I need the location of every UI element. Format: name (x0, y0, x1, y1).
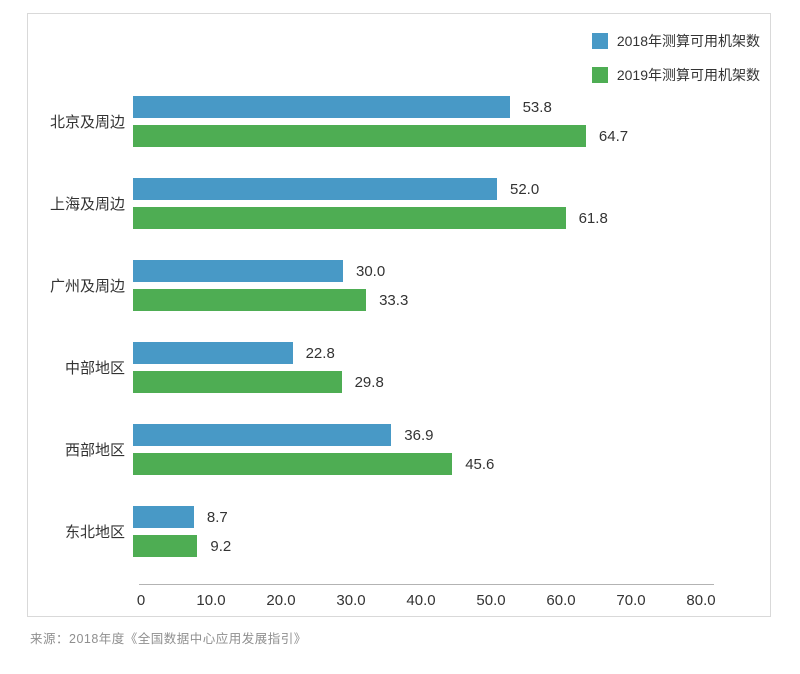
bar-2019 (133, 125, 586, 147)
bar-pair: 53.8 64.7 (133, 96, 628, 147)
bar-2019 (133, 289, 367, 311)
legend-label: 2019年测算可用机架数 (616, 67, 760, 83)
bar-group-row: 上海及周边 52.0 61.8 (28, 178, 770, 260)
category-label: 广州及周边 (49, 278, 125, 295)
bar-2018 (133, 342, 293, 364)
bar-pair: 8.7 9.2 (133, 506, 231, 557)
x-axis-ticks: 0 10.0 20.0 30.0 40.0 50.0 60.0 70.0 80.0 (137, 592, 716, 612)
x-tick-label: 10.0 (196, 592, 226, 609)
x-tick-label: 30.0 (336, 592, 366, 609)
bar-group-row: 广州及周边 30.0 33.3 (28, 260, 770, 342)
legend: 2018年测算可用机架数 2019年测算可用机架数 (591, 31, 760, 85)
value-label: 52.0 (510, 180, 540, 198)
value-label: 36.9 (404, 426, 434, 444)
bar-row: 22.8 (133, 342, 384, 364)
bar-pair: 52.0 61.8 (133, 178, 608, 229)
legend-label: 2018年测算可用机架数 (616, 33, 760, 49)
bar-row: 8.7 (133, 506, 231, 528)
bar-row: 53.8 (133, 96, 628, 118)
value-label: 22.8 (305, 344, 335, 362)
bar-row: 36.9 (133, 424, 494, 446)
category-label: 西部地区 (64, 442, 125, 459)
category-label: 中部地区 (64, 360, 125, 377)
value-label: 30.0 (356, 262, 386, 280)
x-axis-line (139, 584, 714, 585)
bar-2019 (133, 453, 453, 475)
x-tick-label: 70.0 (616, 592, 646, 609)
value-label: 45.6 (465, 455, 495, 473)
value-label: 9.2 (210, 537, 232, 555)
bar-row: 30.0 (133, 260, 408, 282)
x-tick-label: 0 (136, 592, 146, 609)
bar-groups: 北京及周边 53.8 64.7 上海及周边 52.0 61.8 广州及周边 30.0 33.3 中… (28, 96, 770, 588)
legend-swatch-icon (591, 67, 608, 83)
value-label: 53.8 (522, 98, 552, 116)
x-tick-label: 40.0 (406, 592, 436, 609)
x-tick-label: 50.0 (476, 592, 506, 609)
bar-row: 61.8 (133, 207, 608, 229)
bar-2019 (133, 535, 198, 557)
legend-item-2019: 2019年测算可用机架数 (591, 65, 760, 85)
x-tick-label: 80.0 (686, 592, 716, 609)
value-label: 61.8 (578, 209, 608, 227)
bar-2018 (133, 506, 194, 528)
bar-2019 (133, 207, 566, 229)
category-label: 东北地区 (64, 524, 125, 541)
value-label: 8.7 (206, 508, 228, 526)
bar-group-row: 西部地区 36.9 45.6 (28, 424, 770, 506)
bar-pair: 22.8 29.8 (133, 342, 384, 393)
category-label: 北京及周边 (49, 114, 125, 131)
bar-row: 52.0 (133, 178, 608, 200)
bar-group-row: 中部地区 22.8 29.8 (28, 342, 770, 424)
value-label: 33.3 (379, 291, 409, 309)
value-label: 29.8 (354, 373, 384, 391)
bar-row: 33.3 (133, 289, 408, 311)
bar-2018 (133, 96, 510, 118)
value-label: 64.7 (598, 127, 629, 145)
bar-row: 29.8 (133, 371, 384, 393)
bar-group-row: 北京及周边 53.8 64.7 (28, 96, 770, 178)
source-note: 来源：2018年度《全国数据中心应用发展指引》 (30, 632, 307, 646)
bar-group-row: 东北地区 8.7 9.2 (28, 506, 770, 588)
bar-2018 (133, 178, 497, 200)
bar-2018 (133, 260, 343, 282)
bar-row: 45.6 (133, 453, 494, 475)
category-label: 上海及周边 (49, 196, 125, 213)
bar-pair: 30.0 33.3 (133, 260, 408, 311)
x-tick-label: 20.0 (266, 592, 296, 609)
bar-row: 9.2 (133, 535, 231, 557)
legend-item-2018: 2018年测算可用机架数 (591, 31, 760, 51)
bar-2018 (133, 424, 392, 446)
chart-panel: 2018年测算可用机架数 2019年测算可用机架数 北京及周边 53.8 64.7 上海… (27, 13, 771, 617)
x-tick-label: 60.0 (546, 592, 576, 609)
bar-2019 (133, 371, 342, 393)
bar-pair: 36.9 45.6 (133, 424, 494, 475)
bar-row: 64.7 (133, 125, 628, 147)
legend-swatch-icon (591, 33, 608, 49)
